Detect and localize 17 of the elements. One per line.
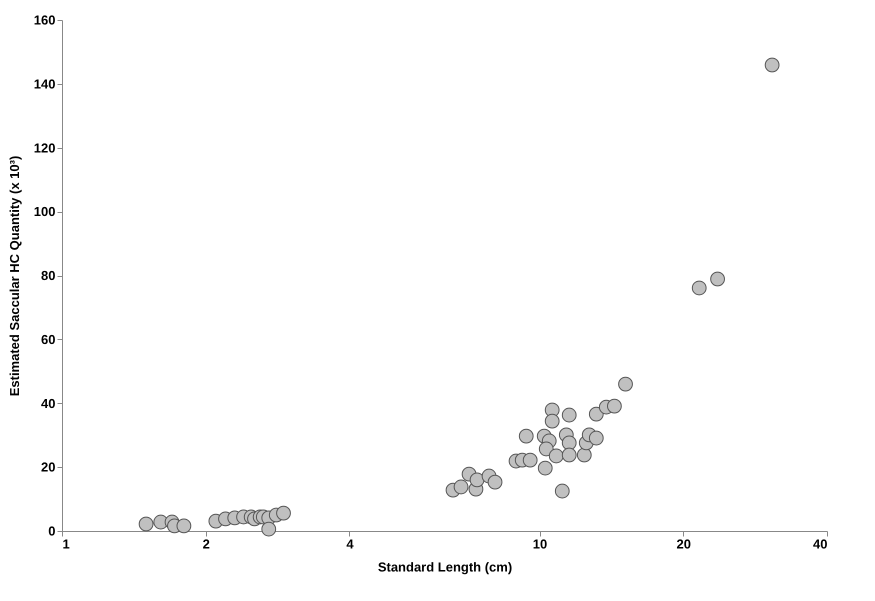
x-axis-title: Standard Length (cm) [378,560,512,574]
x-tick-label: 1 [62,536,70,552]
y-tick-label: 60 [41,332,56,347]
x-tick-label: 4 [346,536,354,552]
y-tick-label: 160 [34,12,56,28]
y-tick-label: 140 [34,76,56,92]
y-tick-label: 0 [48,524,56,538]
x-tick-label: 40 [813,536,828,552]
y-tick-label: 120 [34,140,56,156]
y-tick-label: 40 [41,396,56,411]
y-tick-label: 100 [34,204,56,220]
y-tick-label: 80 [41,268,56,283]
y-tick-label: 20 [41,460,56,475]
x-tick-label: 10 [532,536,548,552]
x-tick-label: 2 [202,536,210,552]
x-tick-label: 20 [676,536,691,552]
y-axis-title: Estimated Saccular HC Quantity (x 10³) [6,156,22,396]
